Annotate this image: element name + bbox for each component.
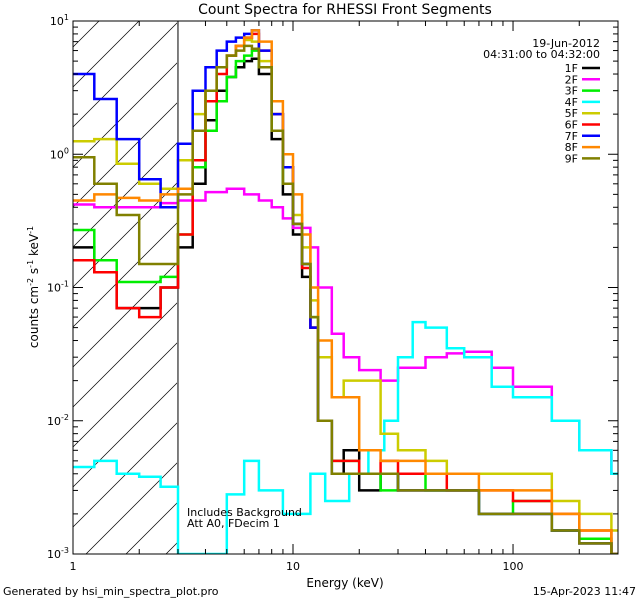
annotation-background: Includes Background	[187, 506, 302, 519]
series-9F	[73, 44, 618, 554]
legend-label-2F: 2F	[565, 73, 578, 86]
hatch-line	[125, 502, 177, 554]
y-tick-label: 100	[50, 146, 69, 161]
hatch-line	[73, 62, 177, 168]
legend-date: 19-Jun-2012	[532, 37, 600, 50]
footer-timestamp: 15-Apr-2023 11:47	[533, 585, 636, 598]
legend-label-4F: 4F	[565, 96, 578, 109]
series-group	[73, 29, 618, 554]
x-axis: 1 10 100	[70, 21, 619, 573]
hatch-line	[73, 262, 177, 368]
series-1F	[73, 57, 618, 554]
legend-label-3F: 3F	[565, 85, 578, 98]
legend-label-6F: 6F	[565, 119, 578, 132]
series-2F	[73, 187, 618, 476]
legend-label-5F: 5F	[565, 107, 578, 120]
annotation-attenuator: Att A0, FDecim 1	[187, 517, 280, 530]
series-8F	[73, 29, 618, 554]
hatch-line	[73, 182, 177, 288]
y-tick-label: 10-1	[47, 280, 69, 295]
legend-label-8F: 8F	[565, 141, 578, 154]
legend-label-7F: 7F	[565, 130, 578, 143]
legend-label-1F: 1F	[565, 62, 578, 75]
legend-label-9F: 9F	[565, 152, 578, 165]
x-tick-label: 1	[70, 560, 77, 573]
y-tick-label: 10-2	[47, 413, 69, 428]
hatch-line	[73, 21, 100, 48]
footer-generator: Generated by hsi_min_spectra_plot.pro	[3, 585, 219, 598]
x-axis-label: Energy (keV)	[306, 576, 383, 590]
x-tick-label: 100	[503, 560, 524, 573]
y-axis: 101 100 10-1 10-2 10-3	[47, 13, 618, 561]
series-3F	[73, 49, 618, 554]
chart-title: Count Spectra for RHESSI Front Segments	[198, 2, 492, 18]
y-tick-label: 10-3	[47, 546, 69, 561]
y-axis-label: counts cm-2 s-1 keV-1	[26, 226, 41, 348]
hatch-line	[73, 422, 177, 528]
legend-time-range: 04:31:00 to 04:32:00	[483, 48, 600, 61]
y-tick-label: 101	[50, 13, 69, 28]
hatch-line	[73, 222, 177, 328]
hatch-line	[85, 462, 177, 554]
hatch-line	[73, 21, 140, 88]
x-tick-label: 10	[286, 560, 300, 573]
